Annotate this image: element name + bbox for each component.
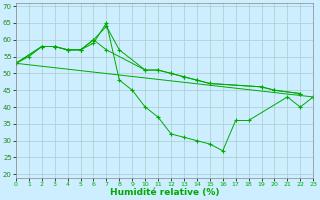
- X-axis label: Humidité relative (%): Humidité relative (%): [110, 188, 219, 197]
